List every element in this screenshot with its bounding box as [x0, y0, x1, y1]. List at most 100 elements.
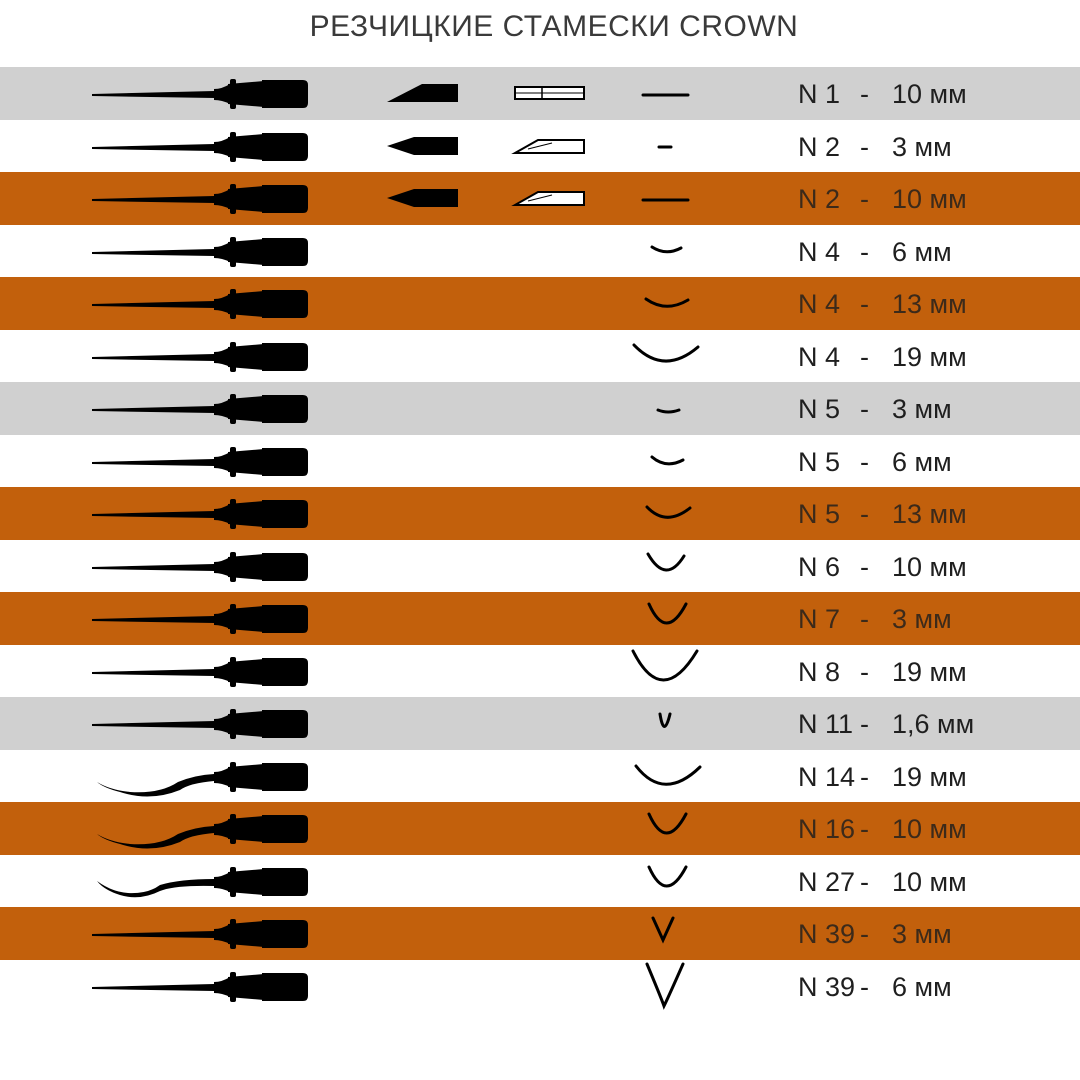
chisel-silhouette-icon	[97, 761, 308, 797]
bevel-icon	[387, 84, 458, 102]
separator-dash: -	[860, 551, 869, 582]
table-row: N 5-3 мм	[0, 382, 1080, 435]
chisel-number: N 39	[798, 971, 856, 1002]
chisel-silhouette-icon	[92, 184, 308, 214]
separator-dash: -	[860, 709, 869, 739]
cut-profile-icon	[656, 408, 681, 414]
chisel-number: N 4	[798, 341, 841, 372]
separator-dash: -	[860, 761, 869, 792]
chisel-label: N 14-19 мм	[798, 762, 967, 792]
cut-profile-icon	[644, 297, 690, 308]
chisel-width: 10 мм	[892, 184, 967, 214]
chisel-number: N 7	[798, 604, 841, 634]
table-row: N 14-19 мм	[0, 749, 1080, 802]
chisel-silhouette-icon	[92, 446, 308, 477]
chisel-label: N 5-13 мм	[798, 499, 967, 529]
chisel-width: 13 мм	[892, 289, 967, 319]
chisel-silhouette-icon	[92, 289, 308, 319]
chisel-number: N 5	[798, 499, 841, 529]
chisel-label: N 27-10 мм	[798, 867, 967, 897]
chisel-label: N 4-13 мм	[798, 289, 967, 319]
separator-dash: -	[860, 131, 869, 162]
table-row: N 5-6 мм	[0, 434, 1080, 487]
separator-dash: -	[860, 604, 869, 634]
table-row: N 39-6 мм	[0, 959, 1080, 1012]
table-row: N 6-10 мм	[0, 539, 1080, 592]
chisel-label: N 8-19 мм	[798, 657, 967, 687]
chisel-silhouette-icon	[92, 499, 308, 529]
table-row: N 1-10 мм	[0, 67, 1080, 120]
cut-profile-icon	[634, 764, 702, 786]
chisel-label: N 39-3 мм	[798, 919, 952, 949]
separator-dash: -	[860, 289, 869, 319]
cut-profile-icon	[650, 455, 685, 465]
chisel-width: 6 мм	[892, 971, 952, 1002]
chisel-width: 19 мм	[892, 341, 967, 372]
chisel-number: N 14	[798, 761, 856, 792]
separator-dash: -	[860, 866, 869, 897]
chisel-width: 10 мм	[892, 551, 967, 582]
chisel-number: N 5	[798, 394, 841, 424]
separator-dash: -	[860, 184, 869, 214]
cut-profile-icon	[651, 916, 675, 944]
chisel-silhouette-icon	[92, 971, 308, 1002]
table-row: N 4-19 мм	[0, 329, 1080, 382]
blade-section-icon	[511, 191, 585, 206]
table-row: N 16-10 мм	[0, 802, 1080, 855]
chisel-width: 1,6 мм	[892, 709, 975, 739]
table-row: N 4-6 мм	[0, 224, 1080, 277]
chisel-label: N 11-1,6 мм	[798, 709, 974, 739]
cut-profile-icon	[645, 962, 685, 1010]
cut-profile-icon	[631, 649, 699, 681]
cut-profile-icon	[646, 552, 686, 571]
chisel-number: N 27	[798, 866, 856, 897]
chisel-number: N 16	[798, 814, 856, 844]
chisel-label: N 4-19 мм	[798, 342, 967, 372]
blade-section-icon	[514, 86, 585, 100]
chisel-width: 3 мм	[892, 919, 952, 949]
chisel-width: 19 мм	[892, 656, 967, 687]
chisel-width: 13 мм	[892, 499, 967, 529]
blade-section-icon	[511, 138, 585, 154]
chisel-width: 3 мм	[892, 394, 952, 424]
table-row: N 2-10 мм	[0, 172, 1080, 225]
chisel-number: N 4	[798, 236, 841, 267]
cut-profile-icon	[632, 343, 700, 362]
separator-dash: -	[860, 394, 869, 424]
chisel-label: N 39-6 мм	[798, 972, 952, 1002]
separator-dash: -	[860, 446, 869, 477]
chisel-label: N 4-6 мм	[798, 237, 952, 267]
chisel-width: 3 мм	[892, 604, 952, 634]
chisel-label: N 16-10 мм	[798, 814, 967, 844]
cut-profile-icon	[645, 505, 692, 519]
separator-dash: -	[860, 919, 869, 949]
separator-dash: -	[860, 971, 869, 1002]
chisel-silhouette-icon	[92, 236, 308, 267]
chisel-label: N 6-10 мм	[798, 552, 967, 582]
table-row: N 8-19 мм	[0, 644, 1080, 697]
cut-profile-icon	[647, 602, 688, 625]
chisel-number: N 4	[798, 289, 841, 319]
chisel-width: 6 мм	[892, 236, 952, 267]
chisel-width: 10 мм	[892, 814, 967, 844]
chisel-number: N 39	[798, 919, 856, 949]
chisel-silhouette-icon	[92, 341, 308, 372]
page-title: РЕЗЧИЦКИЕ СТАМЕСКИ CROWN	[309, 10, 799, 43]
chisel-width: 3 мм	[892, 131, 952, 162]
chisel-silhouette-icon	[97, 866, 308, 897]
chisel-label: N 2-10 мм	[798, 184, 967, 214]
table-row: N 11-1,6 мм	[0, 697, 1080, 750]
chisel-label: N 7-3 мм	[798, 604, 952, 634]
chisel-silhouette-icon	[92, 131, 308, 162]
table-row: N 27-10 мм	[0, 854, 1080, 907]
table-row: N 4-13 мм	[0, 277, 1080, 330]
chisel-label: N 5-6 мм	[798, 447, 952, 477]
chisel-number: N 11	[798, 709, 854, 739]
chisel-number: N 8	[798, 656, 841, 687]
chisel-width: 19 мм	[892, 761, 967, 792]
separator-dash: -	[860, 499, 869, 529]
separator-dash: -	[860, 814, 869, 844]
cut-profile-icon	[650, 245, 683, 253]
chisel-silhouette-icon	[92, 604, 308, 634]
